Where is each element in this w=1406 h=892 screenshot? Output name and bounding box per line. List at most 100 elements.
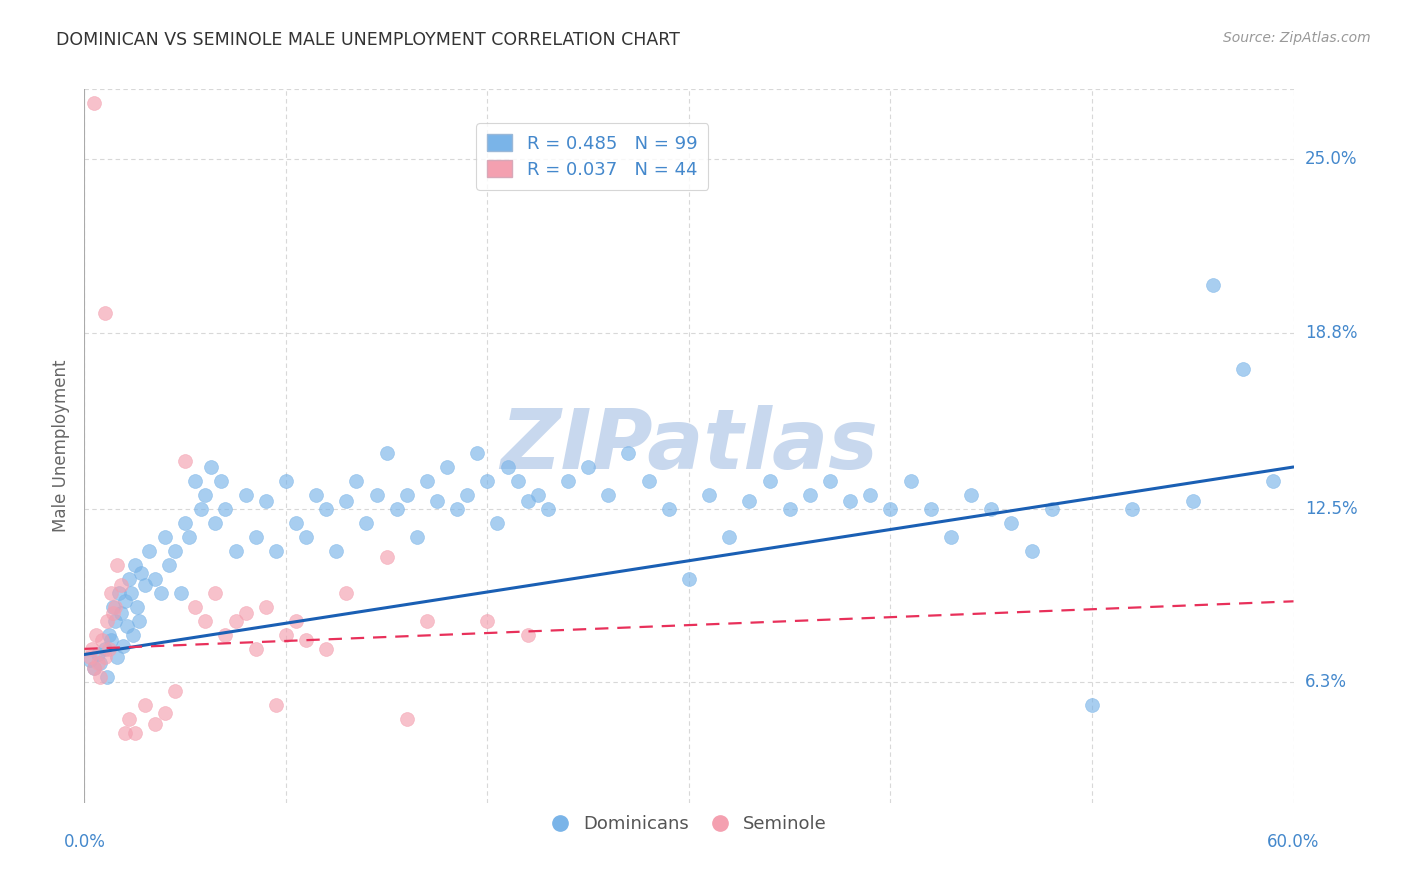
Point [101, 599, 124, 614]
Point [165, 544, 187, 558]
Point [225, 614, 247, 628]
Point [335, 493, 357, 508]
Point [104, 599, 127, 614]
Point [97, 628, 120, 642]
Point [274, 474, 297, 488]
Point [467, 446, 489, 460]
Point [83, 661, 105, 675]
Point [900, 474, 922, 488]
Point [395, 488, 418, 502]
Point [738, 493, 761, 508]
Point [114, 726, 136, 740]
Point [1040, 502, 1063, 516]
Point [214, 502, 236, 516]
Point [128, 614, 150, 628]
Point [174, 516, 197, 530]
Point [406, 530, 429, 544]
Point [100, 586, 122, 600]
Point [235, 606, 257, 620]
Point [1021, 544, 1043, 558]
Legend: Dominicans, Seminole: Dominicans, Seminole [544, 808, 834, 840]
Point [170, 586, 193, 600]
Point [149, 586, 172, 600]
Point [79, 650, 101, 665]
Point [115, 619, 138, 633]
Point [395, 712, 418, 726]
Point [285, 614, 308, 628]
Point [859, 488, 882, 502]
Point [346, 474, 368, 488]
Point [315, 502, 337, 516]
Point [184, 474, 207, 488]
Text: ZIPatlas: ZIPatlas [501, 406, 877, 486]
Point [179, 530, 201, 544]
Point [110, 606, 132, 620]
Point [456, 488, 478, 502]
Point [93, 641, 115, 656]
Point [1121, 502, 1143, 516]
Point [125, 599, 148, 614]
Point [105, 558, 128, 572]
Point [799, 488, 821, 502]
Point [637, 474, 659, 488]
Point [375, 446, 398, 460]
Point [1263, 474, 1285, 488]
Point [83, 96, 105, 111]
Point [718, 530, 741, 544]
Point [818, 474, 841, 488]
Point [194, 488, 217, 502]
Y-axis label: Male Unemployment: Male Unemployment [52, 359, 70, 533]
Point [121, 628, 143, 642]
Point [264, 698, 287, 712]
Point [96, 670, 118, 684]
Point [107, 586, 129, 600]
Point [174, 454, 197, 468]
Point [138, 544, 160, 558]
Text: 60.0%: 60.0% [1267, 833, 1320, 851]
Point [617, 446, 640, 460]
Point [598, 488, 620, 502]
Point [385, 502, 408, 516]
Point [86, 628, 108, 642]
Point [285, 516, 308, 530]
Point [134, 698, 156, 712]
Point [980, 502, 1002, 516]
Point [111, 639, 134, 653]
Point [129, 566, 152, 581]
Text: 12.5%: 12.5% [1305, 500, 1357, 518]
Point [114, 594, 136, 608]
Point [89, 656, 111, 670]
Point [157, 558, 180, 572]
Point [486, 516, 509, 530]
Point [184, 599, 207, 614]
Point [200, 460, 222, 475]
Point [254, 493, 277, 508]
Point [97, 641, 120, 656]
Point [82, 641, 104, 656]
Point [557, 474, 579, 488]
Point [1202, 278, 1225, 293]
Point [315, 641, 337, 656]
Point [190, 502, 212, 516]
Point [93, 650, 115, 665]
Point [960, 488, 983, 502]
Text: DOMINICAN VS SEMINOLE MALE UNEMPLOYMENT CORRELATION CHART: DOMINICAN VS SEMINOLE MALE UNEMPLOYMENT … [56, 31, 681, 49]
Point [245, 530, 267, 544]
Point [134, 577, 156, 591]
Text: 25.0%: 25.0% [1305, 150, 1357, 169]
Point [214, 628, 236, 642]
Point [1181, 493, 1204, 508]
Point [416, 614, 439, 628]
Point [153, 530, 176, 544]
Point [96, 614, 118, 628]
Text: 18.8%: 18.8% [1305, 324, 1357, 342]
Point [110, 577, 132, 591]
Point [920, 502, 942, 516]
Point [264, 544, 287, 558]
Point [506, 474, 529, 488]
Point [516, 493, 538, 508]
Text: 6.3%: 6.3% [1305, 673, 1347, 691]
Point [697, 488, 720, 502]
Point [235, 488, 257, 502]
Point [120, 586, 142, 600]
